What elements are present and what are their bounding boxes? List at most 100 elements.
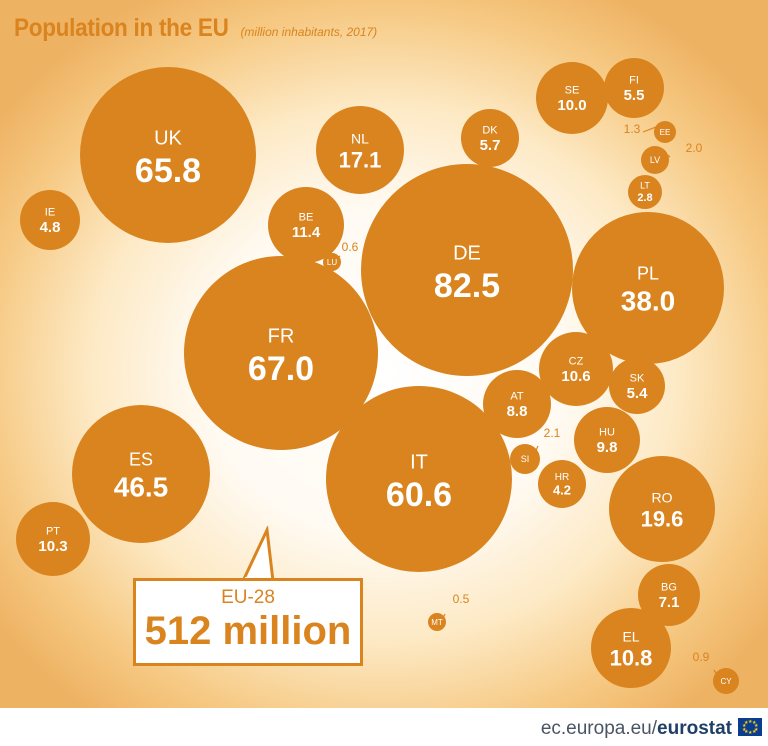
bubble-lu: LU 0.6	[323, 240, 359, 271]
country-code-ee: EE	[660, 128, 671, 137]
bubble-circle-uk	[80, 67, 256, 243]
country-value-se: 10.0	[557, 97, 586, 114]
bubble-circle-lu	[323, 253, 341, 271]
bubble-circle-sk	[609, 358, 665, 414]
country-code-lu: LU	[327, 258, 337, 267]
eu-total-callout: EU-28 512 million	[133, 578, 363, 666]
bubble-ee: EE 1.3	[624, 121, 676, 143]
bubble-ie: IE4.8	[20, 190, 80, 250]
country-value-uk: 65.8	[135, 152, 201, 190]
bubble-circle-cz	[539, 332, 613, 406]
bubble-cy: CY 0.9	[693, 650, 739, 694]
bubble-circle-se	[536, 62, 608, 134]
bubble-lv: LV 2.0	[641, 141, 703, 174]
country-value-es: 46.5	[114, 471, 169, 502]
bubble-circle-it	[326, 386, 512, 572]
country-value-ie: 4.8	[40, 219, 61, 236]
country-value-fi: 5.5	[624, 87, 645, 104]
country-code-nl: NL	[351, 130, 369, 146]
leader-line-lu	[337, 255, 341, 258]
bubble-circle-de	[361, 164, 573, 376]
country-code-be: BE	[299, 211, 314, 223]
country-value-hu: 9.8	[597, 439, 618, 456]
country-code-hr: HR	[555, 472, 569, 483]
bubble-circle-lt	[628, 175, 662, 209]
bubble-circle-si	[510, 444, 540, 474]
bubble-circle-lv	[641, 146, 669, 174]
bubble-circle-at	[483, 370, 551, 438]
source-brand: eurostat	[657, 718, 732, 739]
bubble-circle-ie	[20, 190, 80, 250]
leader-line-mt	[442, 613, 446, 618]
country-value-lt: 2.8	[637, 192, 652, 204]
leader-line-si	[534, 445, 539, 452]
country-value-fr: 67.0	[248, 350, 314, 388]
country-code-fr: FR	[268, 326, 295, 348]
bubble-dk: DK5.7	[461, 109, 519, 167]
country-value-lv: 2.0	[686, 141, 703, 155]
country-code-lv: LV	[650, 155, 660, 165]
country-value-it: 60.6	[386, 476, 452, 514]
bubble-mt: MT 0.5	[428, 592, 470, 631]
total-label: EU-28	[221, 587, 275, 608]
bubble-at: AT8.8	[483, 370, 551, 438]
leader-line-lv	[664, 152, 671, 158]
title-block: Population in the EU (million inhabitant…	[14, 14, 377, 43]
country-code-bg: BG	[661, 581, 677, 593]
bubble-hu: HU9.8	[574, 407, 640, 473]
bubble-circle-pt	[16, 502, 90, 576]
country-code-se: SE	[565, 84, 580, 96]
bubble-circle-ro	[609, 456, 715, 562]
bubble-nl: NL 17.1	[316, 106, 404, 194]
country-code-fi: FI	[629, 74, 639, 86]
bubble-circle-be	[268, 187, 344, 263]
country-value-mt: 0.5	[453, 592, 470, 606]
footer: ec.europa.eu/eurostat ★ ★ ★ ★ ★ ★ ★ ★ ★ ★	[0, 708, 768, 746]
bubble-circle-dk	[461, 109, 519, 167]
bubble-circle-es	[72, 405, 210, 543]
country-code-ie: IE	[45, 206, 55, 218]
callout-tail	[241, 526, 275, 582]
country-value-be: 11.4	[292, 224, 321, 241]
bubble-circle-mt	[428, 613, 446, 631]
bubble-si: SI 2.1	[510, 426, 561, 474]
bubble-hr: HR4.2	[538, 460, 586, 508]
bubble-sk: SK5.4	[609, 358, 665, 414]
country-value-cz: 10.6	[561, 368, 590, 385]
country-code-pl: PL	[637, 264, 659, 284]
country-code-hu: HU	[599, 426, 615, 438]
bubble-bg: BG7.1	[638, 564, 700, 626]
country-value-hr: 4.2	[553, 482, 571, 497]
country-value-de: 82.5	[434, 267, 500, 305]
bubble-circle-ee	[654, 121, 676, 143]
chart-title: Population in the EU	[14, 14, 229, 42]
country-code-lt: LT	[640, 181, 650, 191]
chart-subtitle: (million inhabitants, 2017)	[240, 25, 378, 39]
total-value: 512 million	[144, 609, 352, 653]
country-code-at: AT	[510, 390, 524, 402]
bubble-circle-hu	[574, 407, 640, 473]
country-code-si: SI	[521, 454, 530, 464]
eu-flag-icon: ★ ★ ★ ★ ★ ★ ★ ★ ★ ★	[738, 718, 762, 736]
country-code-uk: UK	[154, 128, 182, 150]
source-link[interactable]: ec.europa.eu/eurostat	[541, 718, 732, 740]
country-code-de: DE	[453, 243, 481, 265]
source-prefix: ec.europa.eu/	[540, 718, 658, 739]
bubble-circle-el	[591, 608, 671, 688]
country-value-cy: 0.9	[693, 650, 710, 664]
bubble-circle-cy	[713, 668, 739, 694]
country-code-cy: CY	[720, 677, 732, 686]
country-value-lu: 0.6	[342, 240, 359, 254]
bubble-fi: FI5.5	[604, 58, 664, 118]
country-code-it: IT	[410, 452, 428, 474]
country-value-nl: 17.1	[339, 148, 382, 173]
country-value-ee: 1.3	[624, 122, 641, 136]
bubble-circle-nl	[316, 106, 404, 194]
